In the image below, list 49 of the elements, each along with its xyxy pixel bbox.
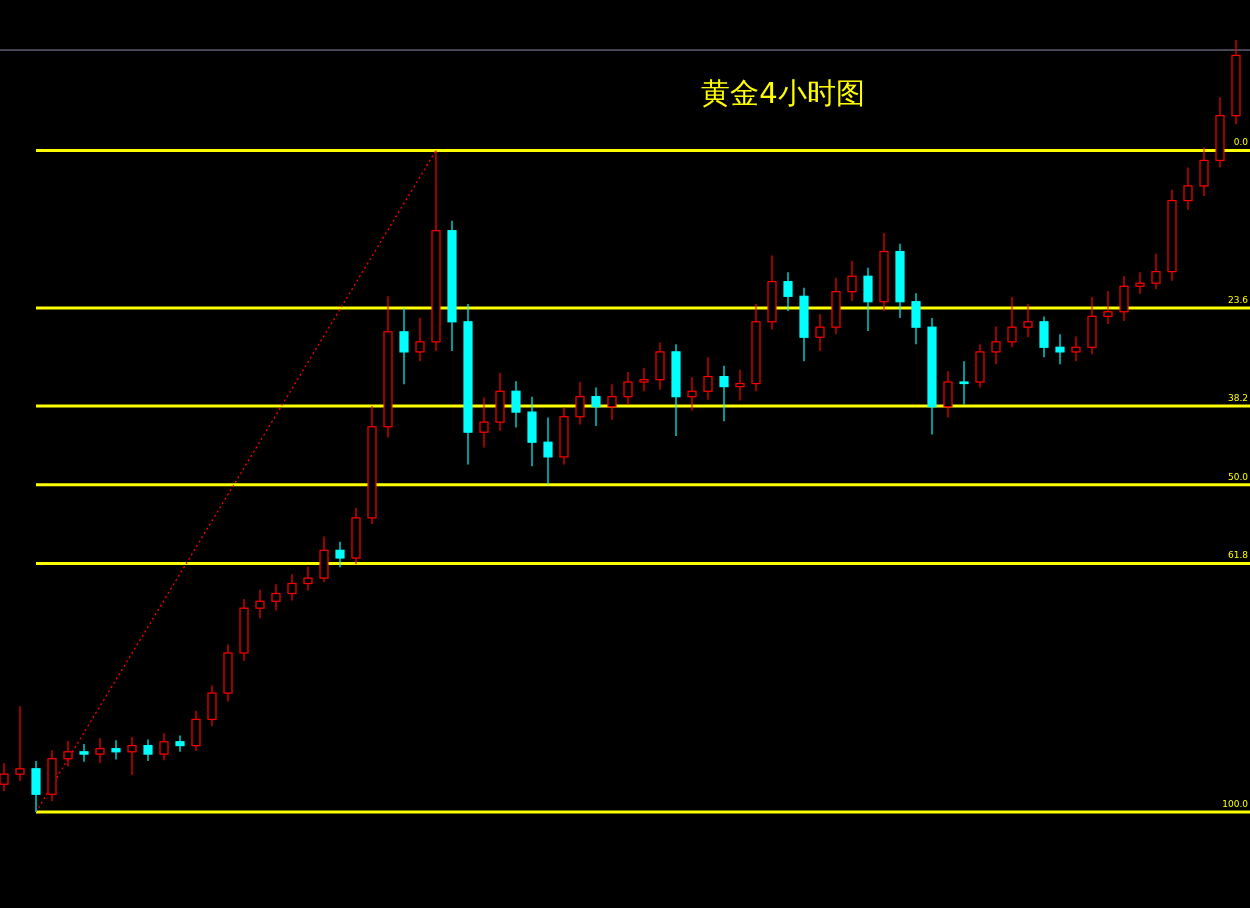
candlestick: [335, 541, 345, 568]
candlestick: [847, 260, 857, 302]
annotation: 100.0: [1222, 799, 1249, 809]
candlestick: [303, 565, 313, 592]
candlestick: [1135, 271, 1145, 295]
candlestick: [575, 381, 585, 426]
candlestick: [287, 573, 297, 602]
annotation: 23.6: [1227, 294, 1249, 305]
candlestick: [623, 371, 633, 405]
candlestick: [815, 313, 825, 352]
candlestick: [175, 734, 185, 753]
candlestick: [1103, 290, 1113, 325]
candlestick: [607, 383, 617, 421]
candlestick: [127, 736, 137, 776]
candlestick: [79, 743, 89, 763]
candlestick: [959, 360, 969, 405]
candlestick: [255, 589, 265, 619]
candlestick: [399, 307, 409, 385]
candlestick: [991, 325, 1001, 365]
annotation: 38.2: [1227, 392, 1248, 403]
candlestick: [143, 738, 153, 762]
candlestick: [543, 416, 553, 486]
candlestick: [1007, 296, 1017, 348]
text: 黄金4小时图: [701, 76, 865, 110]
candlestick: [687, 376, 697, 412]
candlestick: [1071, 335, 1081, 362]
candlestick: [1055, 333, 1065, 365]
candlestick: [591, 386, 601, 427]
annotation: 61.8: [1227, 550, 1249, 561]
candlestick: [63, 740, 73, 768]
candlestick: [1183, 166, 1193, 211]
candlestick: [1151, 253, 1161, 290]
candlestick: [479, 396, 489, 449]
candlestick: [415, 317, 425, 362]
candlestick: [95, 737, 105, 764]
candlestick: [159, 732, 169, 761]
annotation: 0.0: [1233, 137, 1249, 148]
candlestick: [111, 739, 121, 761]
candlestick: [783, 271, 793, 312]
candlestick: [511, 380, 521, 429]
candlestick: [735, 369, 745, 402]
candlestick: [15, 705, 25, 782]
candlestick: [703, 356, 713, 401]
candlestick: [639, 367, 649, 392]
candlestick: [271, 583, 281, 612]
annotation: 50.0: [1227, 471, 1249, 482]
candlestick: [1023, 303, 1033, 338]
candlestick: [719, 365, 729, 422]
candlestick: [0, 762, 9, 792]
